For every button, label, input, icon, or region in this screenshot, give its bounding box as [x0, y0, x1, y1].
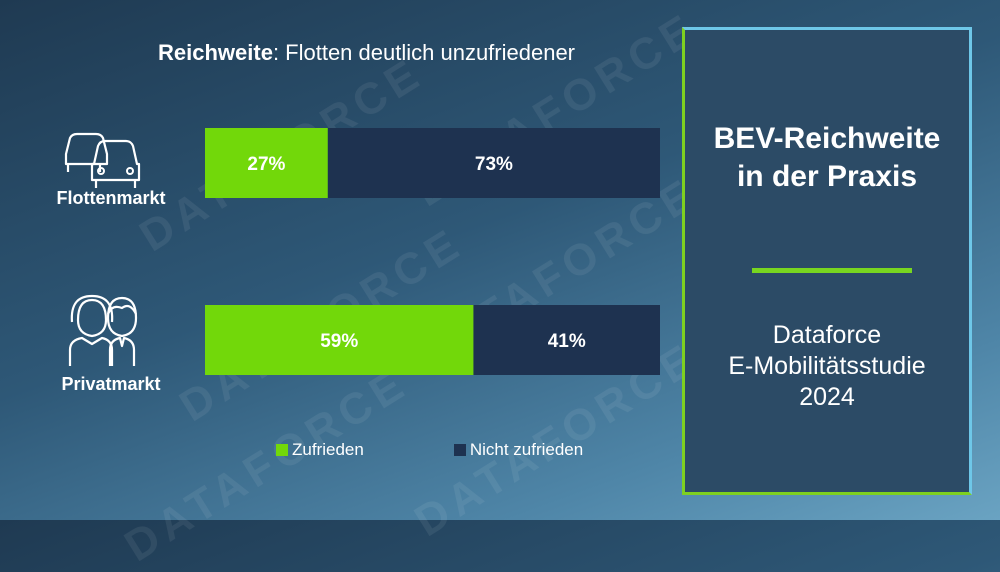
category-label: Privatmarkt — [61, 374, 160, 394]
icon-stroke — [108, 336, 136, 366]
icon-stroke — [106, 296, 138, 338]
chart-title-rest: : Flotten deutlich unzufriedener — [272, 40, 576, 65]
cars-icon — [64, 132, 141, 188]
icon-stroke — [97, 167, 105, 175]
icon-stroke — [66, 164, 102, 172]
bar-segment — [205, 305, 474, 375]
icon-stroke — [126, 167, 134, 175]
people-icon — [68, 294, 138, 366]
icon-stroke — [106, 304, 137, 315]
icon-stroke — [94, 180, 137, 188]
bar-chart: 27% 73% Flottenmarkt 59% 41% Privatmarkt — [56, 128, 660, 394]
panel-subheading-line: Dataforce — [772, 321, 882, 349]
bar-segment — [205, 128, 328, 198]
icon-stroke — [76, 298, 108, 338]
legend: Zufrieden Nicht zufrieden — [276, 440, 583, 460]
legend-swatch — [276, 444, 288, 456]
bar-segment — [327, 128, 660, 198]
data-label: 59% — [320, 331, 358, 352]
data-label: 73% — [475, 154, 513, 175]
legend-item-nicht-zufrieden: Nicht zufrieden — [453, 440, 584, 460]
legend-label: Nicht zufrieden — [469, 440, 584, 459]
legend-item-zufrieden: Zufrieden — [276, 440, 364, 460]
icon-stroke — [64, 132, 109, 166]
panel-subheading-line: 2024 — [799, 383, 855, 411]
panel-subheading-line: E-Mobilitätsstudie — [728, 352, 926, 380]
panel-subheading: Dataforce E-Mobilitätsstudie 2024 — [685, 320, 969, 413]
chart-title: Reichweite: Flotten deutlich unzufrieden… — [158, 40, 575, 66]
category-label: Flottenmarkt — [56, 188, 165, 208]
info-panel: BEV-Reichweite in der Praxis Dataforce E… — [682, 27, 972, 495]
panel-heading: BEV-Reichweite in der Praxis — [713, 122, 941, 193]
legend-swatch — [453, 444, 466, 456]
data-label: 27% — [247, 154, 285, 175]
panel-divider — [752, 268, 912, 273]
legend-label: Zufrieden — [292, 440, 364, 459]
data-label: 41% — [548, 331, 586, 352]
icon-stroke — [90, 139, 141, 182]
bar-segment — [473, 305, 660, 375]
icon-stroke — [68, 336, 114, 366]
chart-title-bold: Reichweite — [158, 40, 273, 65]
